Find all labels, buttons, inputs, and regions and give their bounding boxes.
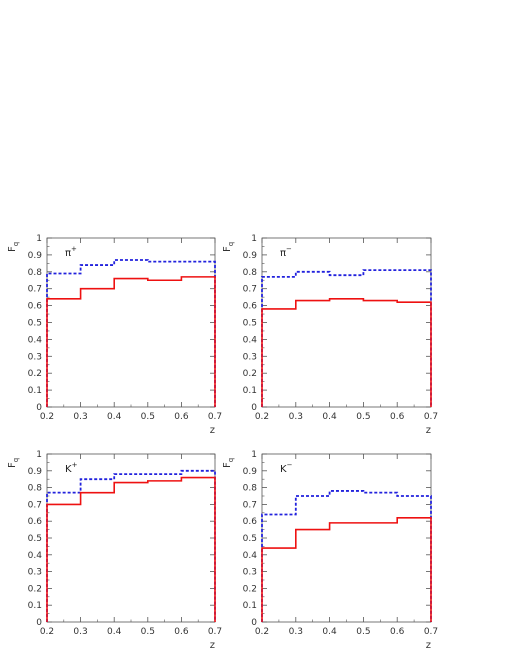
- plot-frame: [261, 237, 432, 408]
- y-axis-label: Fq: [7, 458, 20, 468]
- y-tick-label: 0.7: [243, 500, 257, 510]
- x-axis-label: z: [426, 640, 431, 651]
- y-tick-label: 0: [36, 618, 42, 628]
- x-tick-label: 0.2: [40, 627, 54, 637]
- y-tick-label: 1: [36, 234, 42, 244]
- y-tick-label: 0.4: [243, 335, 258, 345]
- x-tick-label: 0.3: [289, 627, 303, 637]
- y-tick-label: 0.6: [243, 517, 258, 527]
- x-tick-label: 0.4: [322, 412, 337, 422]
- y-tick-label: 0: [251, 403, 257, 413]
- x-tick-label: 0.6: [390, 627, 405, 637]
- y-tick-label: 1: [251, 450, 257, 460]
- y-axis-label: Fq: [7, 242, 20, 252]
- y-tick-label: 0.2: [243, 369, 257, 379]
- y-tick-label: 0.3: [243, 352, 257, 362]
- y-tick-label: 0.5: [243, 319, 257, 329]
- solid-histogram-line: [46, 476, 216, 622]
- chart-panel: 0 0.1 0.2 0.3 0.4 0.5 0.6 0.7 0.8 0.9 1 0.2 0.3 0.4 0.…: [7, 234, 222, 436]
- plot-frame: [261, 453, 432, 623]
- y-tick-label: 0.1: [28, 601, 42, 611]
- y-tick-label: 0.5: [243, 534, 257, 544]
- y-tick-label: 0.4: [28, 335, 43, 345]
- y-tick-label: 0.6: [243, 302, 258, 312]
- y-tick-label: 0.7: [243, 285, 257, 295]
- y-tick-label: 0.1: [243, 386, 257, 396]
- y-tick-label: 0.8: [243, 484, 258, 494]
- y-tick-label: 0.8: [28, 268, 43, 278]
- y-tick-label: 0.9: [28, 467, 43, 477]
- x-tick-label: 0.6: [174, 412, 189, 422]
- y-tick-label: 0.3: [28, 568, 42, 578]
- y-axis-label: Fq: [222, 242, 235, 252]
- y-tick-label: 0.8: [243, 268, 258, 278]
- y-tick-label: 0.6: [28, 517, 43, 527]
- chart-panel: 0 0.1 0.2 0.3 0.4 0.5 0.6 0.7 0.8 0.9 1 0.2 0.3 0.4 0.…: [222, 450, 438, 651]
- x-tick-label: 0.5: [356, 412, 370, 422]
- dashed-histogram-line: [261, 269, 432, 407]
- y-tick-label: 0.7: [28, 500, 42, 510]
- x-tick-label: 0.5: [141, 412, 155, 422]
- x-axis-label: z: [210, 640, 215, 651]
- x-tick-label: 0.7: [208, 627, 222, 637]
- x-tick-label: 0.7: [424, 412, 438, 422]
- x-tick-label: 0.7: [208, 412, 222, 422]
- x-tick-label: 0.3: [73, 627, 87, 637]
- y-axis-label: Fq: [222, 458, 235, 468]
- plot-frame: [46, 237, 216, 408]
- y-tick-label: 1: [36, 450, 42, 460]
- x-tick-label: 0.3: [289, 412, 303, 422]
- y-tick-label: 0.4: [28, 551, 43, 561]
- y-tick-label: 0.8: [28, 484, 43, 494]
- y-tick-label: 0.1: [243, 601, 257, 611]
- x-tick-label: 0.2: [40, 412, 54, 422]
- y-tick-label: 0: [251, 618, 257, 628]
- y-tick-label: 0.5: [28, 319, 42, 329]
- y-tick-label: 0.4: [243, 551, 258, 561]
- x-tick-label: 0.6: [174, 627, 189, 637]
- x-tick-label: 0.4: [107, 627, 122, 637]
- y-tick-label: 0.6: [28, 302, 43, 312]
- y-tick-label: 0.3: [28, 352, 42, 362]
- x-tick-label: 0.2: [255, 627, 269, 637]
- y-tick-label: 0.9: [243, 467, 258, 477]
- y-tick-label: 0.5: [28, 534, 42, 544]
- solid-histogram-line: [46, 276, 216, 407]
- panel-label: π+: [65, 245, 77, 259]
- y-tick-label: 0.1: [28, 386, 42, 396]
- x-tick-label: 0.5: [356, 627, 370, 637]
- x-axis-label: z: [210, 425, 215, 436]
- x-tick-label: 0.3: [73, 412, 87, 422]
- dashed-histogram-line: [261, 490, 432, 622]
- plot-frame: [46, 453, 216, 623]
- y-tick-label: 0.7: [28, 285, 42, 295]
- y-tick-label: 0.9: [28, 251, 43, 261]
- x-tick-label: 0.4: [322, 627, 337, 637]
- panel-label: K−: [280, 461, 293, 475]
- y-tick-label: 0: [36, 403, 42, 413]
- dashed-histogram-line: [46, 469, 216, 622]
- y-tick-label: 0.2: [28, 369, 42, 379]
- x-tick-label: 0.7: [424, 627, 438, 637]
- y-tick-label: 0.9: [243, 251, 258, 261]
- chart-panel: 0 0.1 0.2 0.3 0.4 0.5 0.6 0.7 0.8 0.9 1 0.2 0.3 0.4 0.…: [7, 450, 222, 651]
- solid-histogram-line: [261, 517, 432, 622]
- x-tick-label: 0.2: [255, 412, 269, 422]
- dashed-histogram-line: [46, 259, 216, 407]
- y-tick-label: 1: [251, 234, 257, 244]
- solid-histogram-line: [261, 298, 432, 407]
- y-tick-label: 0.2: [28, 584, 42, 594]
- y-tick-label: 0.2: [243, 584, 257, 594]
- chart-panel: 0 0.1 0.2 0.3 0.4 0.5 0.6 0.7 0.8 0.9 1 0.2 0.3 0.4 0.…: [222, 234, 438, 436]
- y-tick-label: 0.3: [243, 568, 257, 578]
- x-tick-label: 0.5: [141, 627, 155, 637]
- x-tick-label: 0.6: [390, 412, 405, 422]
- panel-label: π−: [280, 245, 292, 259]
- x-tick-label: 0.4: [107, 412, 122, 422]
- x-axis-label: z: [426, 425, 431, 436]
- panel-label: K+: [65, 461, 78, 475]
